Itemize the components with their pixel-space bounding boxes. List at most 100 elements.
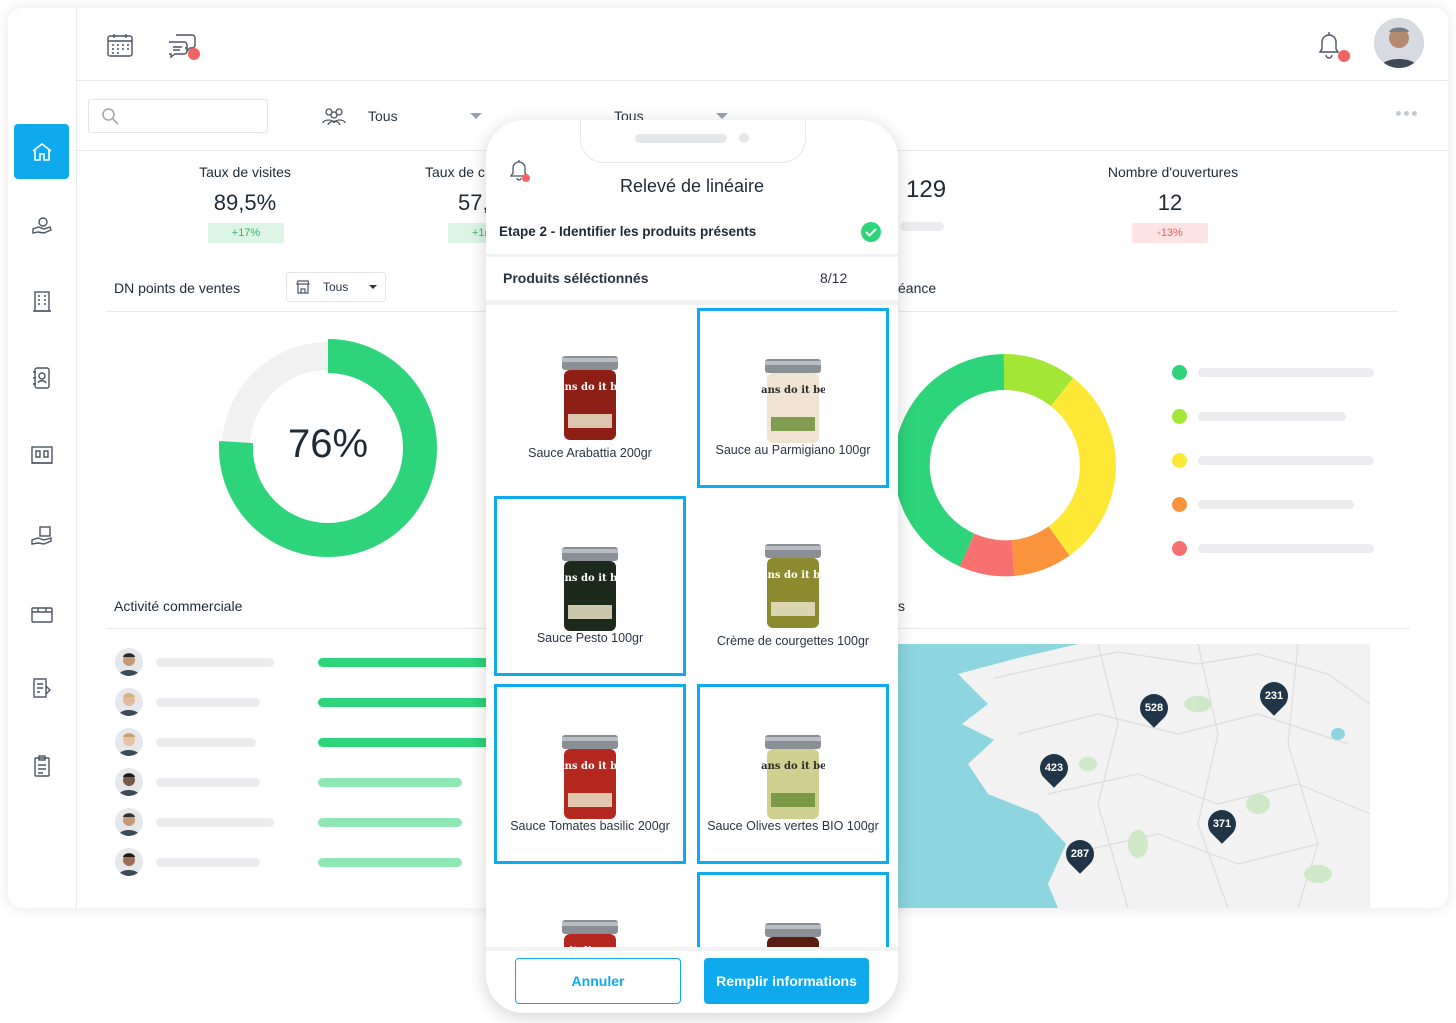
avatar [115, 648, 143, 676]
building-icon [32, 290, 51, 312]
activity-placeholder-bar [156, 658, 274, 667]
sidebar-item-clipboard[interactable] [14, 738, 69, 793]
sidebar-item-reports[interactable] [14, 660, 69, 715]
product-card[interactable]: italians do it better Sauce Olives vertes… [697, 684, 889, 864]
activity-level-bar [318, 778, 462, 787]
avatar-icon [1374, 18, 1424, 68]
avatar [115, 768, 143, 796]
team-icon [322, 108, 346, 126]
map-pin-label: 423 [1044, 762, 1064, 774]
kpi-label: Nombre d'ouvertures [1107, 164, 1239, 180]
team-filter-value: Tous [368, 108, 398, 124]
sidebar-item-products[interactable] [14, 586, 69, 641]
map-pin-label: 528 [1144, 702, 1164, 714]
product-card[interactable]: italians do it better Sauce Pesto 100gr [494, 496, 686, 676]
svg-text:italians do it better: italians do it better [558, 573, 622, 584]
product-name: Sauce Arabattia 200gr [528, 446, 652, 460]
legend-placeholder-bar [1198, 456, 1374, 465]
legend-dot [1172, 365, 1187, 380]
search-input[interactable] [88, 99, 268, 133]
svg-text:italians do it better: italians do it better [761, 385, 825, 396]
kpi-label: Taux de visites [199, 164, 291, 180]
activity-placeholder-bar [156, 778, 260, 787]
svg-text:italians do it better: italians do it better [558, 382, 622, 393]
kpi-value: 129 [906, 176, 947, 203]
map-pin-label: 371 [1212, 818, 1232, 830]
product-card[interactable]: italians do it better Sauce au Parmigiano… [697, 308, 889, 488]
home-icon [32, 142, 51, 161]
bell-icon[interactable] [1316, 30, 1342, 60]
user-avatar[interactable] [1374, 18, 1424, 68]
avatar [115, 848, 143, 876]
product-card[interactable]: italians [697, 872, 889, 947]
sidebar-item-stores[interactable] [14, 426, 69, 481]
dn-filter-value: Tous [323, 280, 349, 294]
activity-placeholder-bar [156, 738, 256, 747]
calendar-icon[interactable] [106, 32, 134, 58]
team-filter-select[interactable]: Tous [308, 100, 494, 132]
sidebar-item-finance[interactable] [14, 198, 69, 253]
fill-information-button[interactable]: Remplir informations [704, 958, 869, 1004]
sidebar-item-delivery[interactable] [14, 508, 69, 563]
product-name: Sauce au Parmigiano 100gr [715, 443, 871, 457]
activity-level-bar [318, 858, 462, 867]
product-image: italians [761, 921, 825, 947]
echeance-donut-chart [893, 353, 1116, 577]
legend-placeholder-bar [1198, 368, 1374, 377]
cancel-button[interactable]: Annuler [515, 958, 681, 1004]
product-image: italians [558, 918, 622, 947]
legend-placeholder-bar [1198, 412, 1346, 421]
product-name: Sauce Tomates basilic 200gr [510, 819, 670, 833]
store-icon [30, 445, 53, 464]
svg-text:italians do it better: italians do it better [558, 761, 622, 772]
package-hand-icon [30, 525, 52, 545]
phone-divider [486, 947, 898, 951]
box-icon [30, 606, 53, 623]
donut-segment [1003, 353, 1074, 407]
selected-products-count: 8/12 [820, 270, 848, 286]
sidebar-item-home[interactable] [14, 124, 69, 179]
donut-segment [1010, 525, 1070, 576]
phone-notch [580, 120, 806, 163]
dn-donut-chart [219, 339, 437, 557]
product-image: italians do it better [536, 545, 645, 640]
product-image: italians do it better [536, 354, 645, 449]
legend-dot [1172, 409, 1187, 424]
legend-dot [1172, 453, 1187, 468]
bell-icon[interactable] [508, 158, 530, 182]
avatar [115, 688, 143, 716]
product-card[interactable]: italians do it better Sauce Arabattia 200… [494, 308, 686, 488]
product-grid: italians do it better Sauce Arabattia 200… [486, 305, 898, 947]
chat-notification-dot [188, 48, 200, 60]
product-image: italians do it better [739, 542, 848, 637]
report-icon [32, 677, 51, 698]
legend-dot [1172, 541, 1187, 556]
product-card[interactable]: italians do it better Sauce Tomates basil… [494, 684, 686, 864]
kpi-value: 89,5% [213, 190, 277, 215]
activity-level-bar [318, 658, 494, 667]
donut-segment [959, 533, 1015, 577]
sidebar-item-buildings[interactable] [14, 273, 69, 328]
product-image: italians do it better [536, 733, 645, 828]
sales-map[interactable]: 528 231 423 371 287 [898, 644, 1370, 908]
activity-level-bar [318, 738, 494, 747]
section-title-dn: DN points de ventes [114, 280, 241, 296]
product-card[interactable]: italians do it better Crème de courgettes… [697, 496, 889, 676]
money-hand-icon [31, 216, 52, 234]
sidebar-item-contacts[interactable] [14, 350, 69, 405]
kpi-delta-badge: +17% [208, 223, 284, 243]
chevron-down-icon [715, 113, 728, 119]
product-name: Sauce Olives vertes BIO 100gr [707, 819, 879, 833]
legend-placeholder-bar [1198, 500, 1354, 509]
more-options-icon[interactable] [1396, 111, 1417, 116]
donut-segment [893, 354, 1005, 567]
dn-filter-select[interactable]: Tous [286, 272, 386, 302]
map-pin-label: 287 [1070, 848, 1090, 860]
phone-bell-notification-dot [522, 174, 530, 182]
store-icon [296, 280, 310, 294]
product-card[interactable]: italians [494, 872, 686, 947]
chevron-down-icon [470, 113, 482, 119]
kpi-value: 12 [1157, 190, 1183, 215]
contact-book-icon [32, 366, 50, 389]
product-image: italians do it better [739, 357, 848, 452]
